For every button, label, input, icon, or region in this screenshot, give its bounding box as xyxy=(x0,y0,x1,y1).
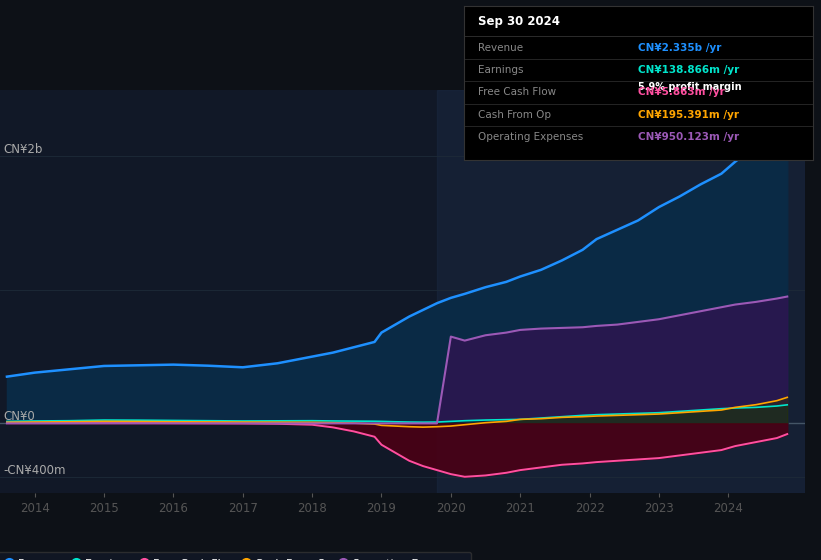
Bar xyxy=(437,90,805,493)
Text: Free Cash Flow: Free Cash Flow xyxy=(478,87,556,97)
Text: CN¥950.123m /yr: CN¥950.123m /yr xyxy=(639,132,740,142)
Text: CN¥5.863m /yr: CN¥5.863m /yr xyxy=(639,87,725,97)
Text: CN¥2b: CN¥2b xyxy=(3,143,43,156)
Text: 5.9% profit margin: 5.9% profit margin xyxy=(639,82,742,92)
Text: CN¥195.391m /yr: CN¥195.391m /yr xyxy=(639,110,740,120)
Text: Earnings: Earnings xyxy=(478,65,523,75)
Text: CN¥2.335b /yr: CN¥2.335b /yr xyxy=(639,43,722,53)
Text: Sep 30 2024: Sep 30 2024 xyxy=(478,15,560,27)
Legend: Revenue, Earnings, Free Cash Flow, Cash From Op, Operating Expenses: Revenue, Earnings, Free Cash Flow, Cash … xyxy=(0,552,471,560)
Text: CN¥0: CN¥0 xyxy=(3,410,35,423)
Text: Cash From Op: Cash From Op xyxy=(478,110,551,120)
Text: Operating Expenses: Operating Expenses xyxy=(478,132,583,142)
Text: CN¥138.866m /yr: CN¥138.866m /yr xyxy=(639,65,740,75)
Text: Revenue: Revenue xyxy=(478,43,523,53)
Text: -CN¥400m: -CN¥400m xyxy=(3,464,66,477)
